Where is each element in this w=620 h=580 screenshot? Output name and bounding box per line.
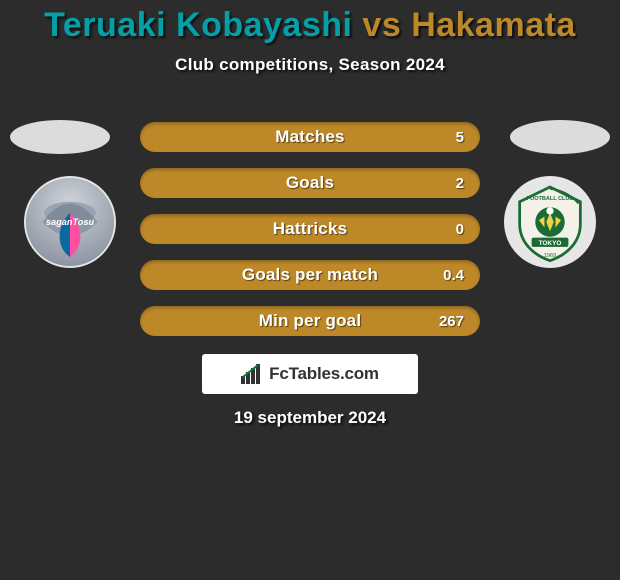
player1-name: Teruaki Kobayashi: [44, 6, 352, 44]
stat-value: 2: [456, 175, 464, 192]
club1-logo-icon: saganTosu: [24, 176, 116, 268]
stat-value: 0.4: [443, 267, 464, 284]
club1-badge: saganTosu: [24, 176, 116, 268]
stat-label: Goals per match: [242, 265, 378, 285]
chart-icon: [241, 364, 263, 384]
fctables-text: FcTables.com: [269, 364, 379, 384]
svg-text:1969: 1969: [544, 253, 556, 259]
svg-text:FOOTBALL CLUB: FOOTBALL CLUB: [527, 196, 574, 202]
vs-text: vs: [352, 6, 411, 44]
player2-portrait: [510, 120, 610, 154]
stat-bar: Min per goal 267: [140, 306, 480, 336]
page-title: Teruaki Kobayashi vs Hakamata: [0, 0, 620, 45]
stat-label: Hattricks: [273, 219, 348, 239]
stat-label: Matches: [275, 127, 344, 147]
stat-value: 5: [456, 129, 464, 146]
fctables-logo[interactable]: FcTables.com: [202, 354, 418, 394]
stat-bar: Hattricks 0: [140, 214, 480, 244]
subtitle: Club competitions, Season 2024: [0, 55, 620, 75]
stat-label: Min per goal: [259, 311, 362, 331]
stat-label: Goals: [286, 173, 334, 193]
stat-value: 0: [456, 221, 464, 238]
player1-portrait: [10, 120, 110, 154]
club2-logo-icon: FOOTBALL CLUB TOKYO 1969: [504, 176, 596, 268]
stat-value: 267: [439, 313, 464, 330]
stat-bar: Goals per match 0.4: [140, 260, 480, 290]
comparison-card: Teruaki Kobayashi vs Hakamata Club compe…: [0, 0, 620, 580]
player2-name: Hakamata: [411, 6, 576, 44]
date-text: 19 september 2024: [0, 408, 620, 428]
svg-text:TOKYO: TOKYO: [539, 240, 562, 247]
stat-bar: Goals 2: [140, 168, 480, 198]
stat-bar: Matches 5: [140, 122, 480, 152]
stats-container: Matches 5 Goals 2 Hattricks 0 Goals per match 0…: [140, 122, 480, 352]
svg-text:saganTosu: saganTosu: [46, 217, 95, 227]
club2-badge: FOOTBALL CLUB TOKYO 1969: [504, 176, 596, 268]
